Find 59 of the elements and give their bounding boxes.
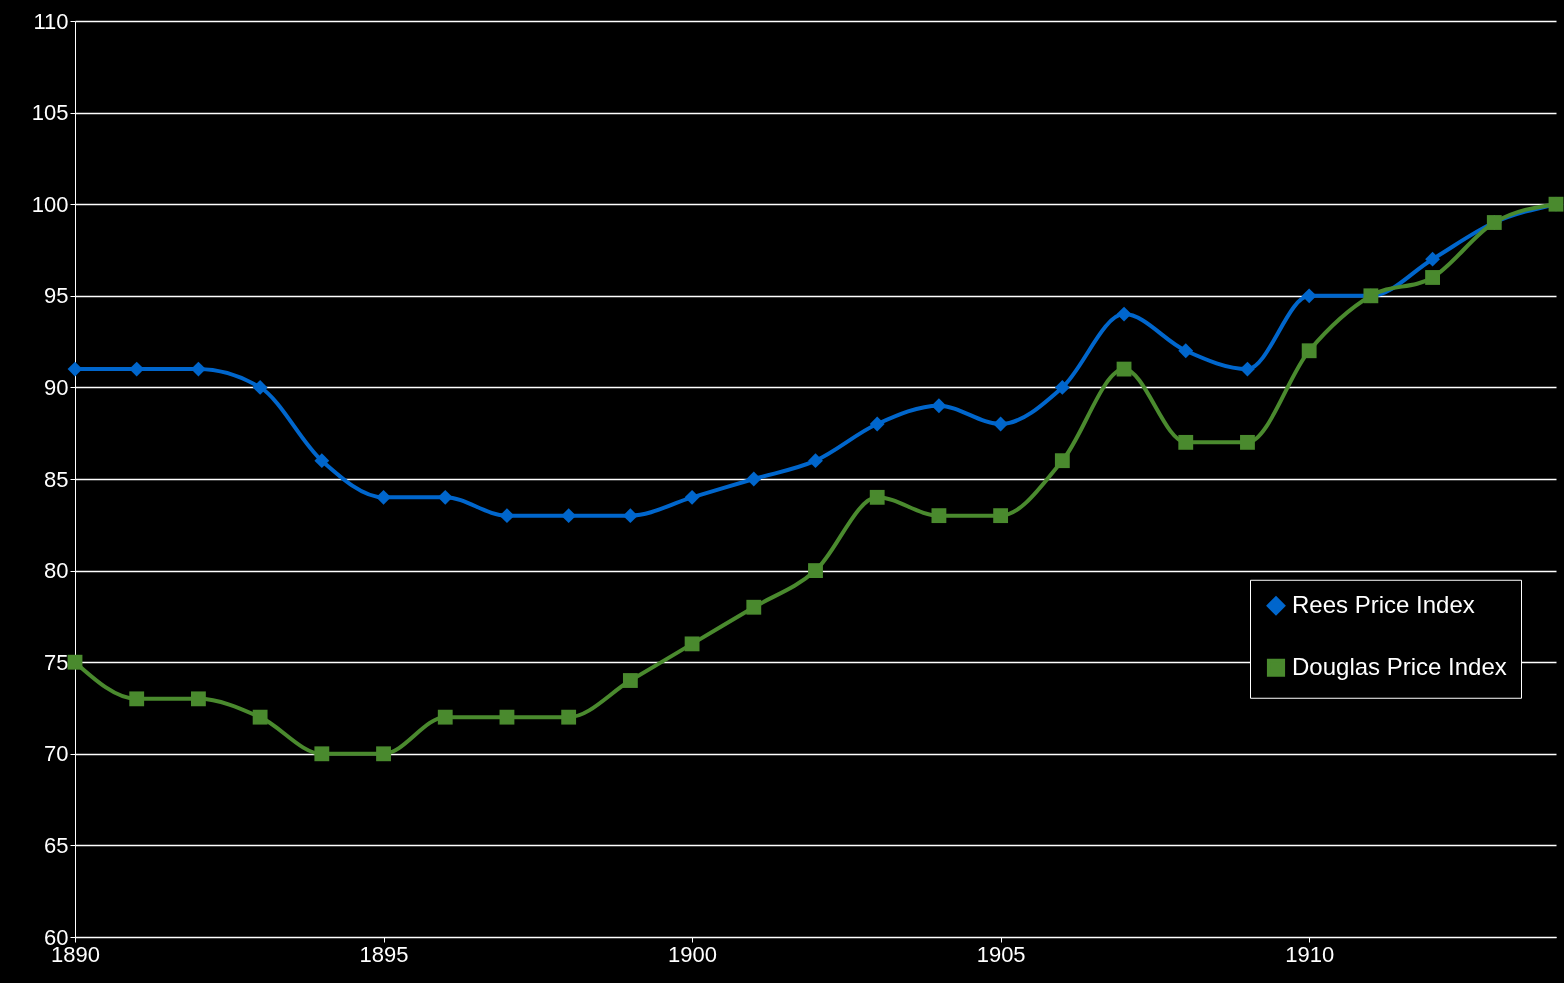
point <box>1425 270 1440 285</box>
point <box>67 361 83 377</box>
point <box>684 636 700 652</box>
point <box>314 746 330 762</box>
point <box>931 508 947 524</box>
point <box>191 691 206 707</box>
point <box>499 508 515 524</box>
point <box>808 563 823 579</box>
point <box>1301 288 1317 304</box>
y-tick-label: 80 <box>44 558 69 584</box>
point <box>993 416 1009 432</box>
y-tick-label: 90 <box>44 374 69 400</box>
point <box>437 489 453 505</box>
y-tick-label: 65 <box>44 832 69 858</box>
point <box>931 398 947 414</box>
y-tick-label: 110 <box>33 8 69 34</box>
y-tick-label: 105 <box>31 100 69 126</box>
point <box>869 416 885 432</box>
point <box>376 746 391 762</box>
y-tick-label: 75 <box>44 649 69 675</box>
point <box>1240 434 1255 450</box>
point <box>993 508 1009 524</box>
y-tick-label: 70 <box>44 741 69 767</box>
point <box>1116 361 1132 377</box>
point <box>746 599 762 615</box>
point <box>561 709 577 725</box>
point <box>252 709 268 725</box>
point <box>684 489 700 505</box>
legend-label: Douglas Price Index <box>1292 652 1507 680</box>
x-tick-label: 1910 <box>1285 941 1335 967</box>
x-tick-label: 1895 <box>359 941 409 967</box>
point <box>561 508 577 524</box>
point <box>1301 343 1317 359</box>
point <box>1425 251 1440 267</box>
point <box>191 361 206 377</box>
point <box>869 489 885 505</box>
point <box>622 673 638 688</box>
point <box>808 453 823 469</box>
y-tick-label: 100 <box>31 191 69 217</box>
point <box>746 471 762 487</box>
point <box>67 654 83 670</box>
point <box>1240 361 1255 377</box>
y-tick-label: 95 <box>44 283 69 309</box>
point <box>1054 453 1070 469</box>
point <box>1178 343 1194 359</box>
x-tick-label: 1900 <box>668 941 718 967</box>
point <box>499 709 515 725</box>
point <box>437 709 453 725</box>
y-tick-label: 85 <box>44 466 69 492</box>
point <box>1116 306 1132 322</box>
point <box>314 453 330 469</box>
point <box>1178 434 1194 450</box>
point <box>129 691 145 707</box>
point <box>252 379 268 395</box>
point <box>376 489 391 505</box>
point <box>622 508 638 524</box>
legend-label: Rees Price Index <box>1292 590 1475 618</box>
x-tick-label: 1905 <box>976 941 1026 967</box>
point <box>1054 379 1070 395</box>
